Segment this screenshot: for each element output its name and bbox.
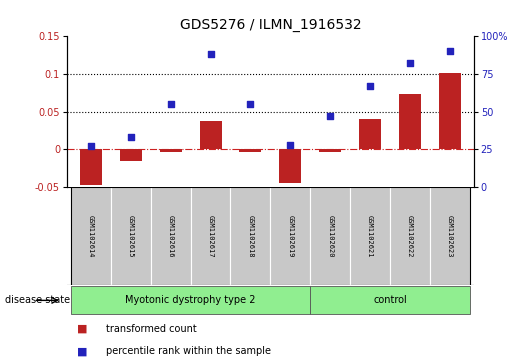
Bar [430, 187, 470, 285]
Bar [239, 149, 262, 151]
Bar [151, 187, 191, 285]
Bar [359, 119, 381, 149]
Text: GSM1102617: GSM1102617 [208, 215, 214, 257]
Bar [111, 187, 151, 285]
Bar [120, 149, 142, 160]
Point [246, 101, 254, 107]
Bar [200, 121, 221, 149]
Text: control: control [373, 295, 407, 305]
Text: GSM1102618: GSM1102618 [247, 215, 253, 257]
Text: GSM1102620: GSM1102620 [327, 215, 333, 257]
Point [166, 101, 175, 107]
Bar [439, 73, 461, 149]
Text: GSM1102616: GSM1102616 [168, 215, 174, 257]
Bar [270, 187, 310, 285]
Text: GSM1102623: GSM1102623 [447, 215, 453, 257]
Bar [71, 286, 310, 314]
Text: GSM1102614: GSM1102614 [88, 215, 94, 257]
Bar [319, 149, 341, 151]
Text: GSM1102619: GSM1102619 [287, 215, 294, 257]
Text: disease state: disease state [5, 295, 70, 305]
Text: Myotonic dystrophy type 2: Myotonic dystrophy type 2 [125, 295, 256, 305]
Bar [310, 286, 470, 314]
Point [87, 143, 95, 149]
Point [366, 83, 374, 89]
Point [326, 113, 334, 119]
Bar [71, 187, 111, 285]
Bar [279, 149, 301, 183]
Point [406, 61, 414, 66]
Text: GSM1102621: GSM1102621 [367, 215, 373, 257]
Bar [350, 187, 390, 285]
Text: ■: ■ [77, 324, 88, 334]
Bar [160, 149, 182, 151]
Point [446, 48, 454, 54]
Point [127, 134, 135, 140]
Text: percentile rank within the sample: percentile rank within the sample [106, 346, 270, 356]
Text: transformed count: transformed count [106, 324, 196, 334]
Text: GSM1102622: GSM1102622 [407, 215, 413, 257]
Bar [390, 187, 430, 285]
Bar [231, 187, 270, 285]
Bar [399, 94, 421, 149]
Text: ■: ■ [77, 346, 88, 356]
Point [207, 52, 215, 57]
Title: GDS5276 / ILMN_1916532: GDS5276 / ILMN_1916532 [180, 19, 361, 33]
Bar [191, 187, 231, 285]
Text: GSM1102615: GSM1102615 [128, 215, 134, 257]
Point [286, 142, 295, 148]
Bar [80, 149, 102, 185]
Bar [310, 187, 350, 285]
